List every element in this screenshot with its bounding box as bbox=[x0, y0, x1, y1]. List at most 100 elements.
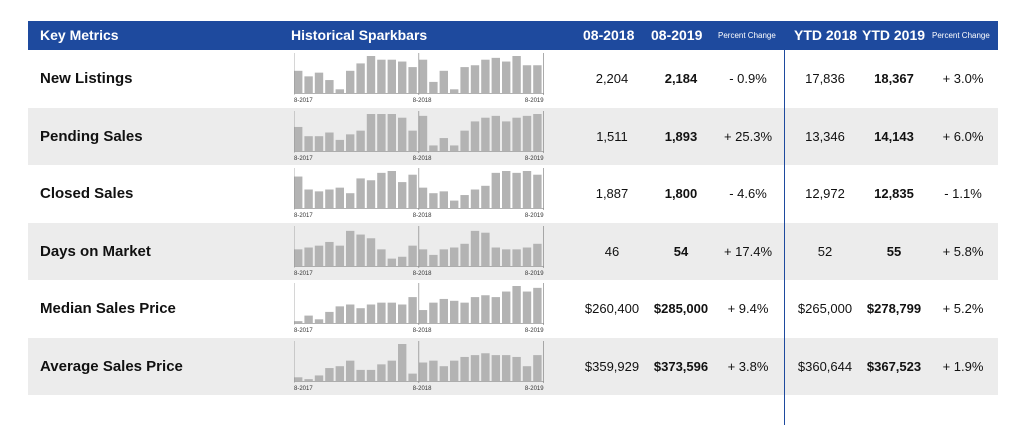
sparkbar bbox=[356, 234, 365, 266]
sparkbar bbox=[387, 171, 396, 208]
sparkbar bbox=[470, 297, 480, 323]
sparkbar bbox=[439, 248, 448, 266]
sparkbar bbox=[450, 144, 459, 151]
sparkbar bbox=[325, 189, 334, 208]
sparkbar bbox=[408, 130, 417, 151]
table-row: New Listings 8-2017 8-2018 8-2019 2,204 2,… bbox=[28, 50, 998, 108]
sparkbar bbox=[335, 89, 344, 93]
sparkbar bbox=[429, 254, 438, 266]
sparkbar bbox=[335, 187, 344, 208]
sparkbar bbox=[387, 113, 396, 151]
sparkbar bbox=[481, 185, 490, 208]
sparkbar-tick-label: 8-2018 bbox=[413, 213, 432, 219]
value-08-2019: 2,184 bbox=[664, 71, 698, 87]
sparkbar bbox=[304, 315, 313, 323]
sparkbar bbox=[460, 243, 469, 266]
sparkbar bbox=[460, 302, 469, 323]
sparkbar bbox=[408, 174, 417, 208]
table-row: Pending Sales 8-2017 8-2018 8-2019 1,511 1… bbox=[28, 107, 998, 165]
sparkbar bbox=[522, 171, 532, 208]
sparkbar bbox=[377, 59, 386, 93]
sparkbar bbox=[429, 144, 438, 151]
sparkbar bbox=[377, 113, 386, 151]
sparkbar bbox=[533, 354, 542, 381]
value-08-2018: $359,929 bbox=[584, 358, 640, 374]
sparkbar bbox=[522, 115, 532, 151]
sparkbar bbox=[450, 300, 459, 323]
sparkbar bbox=[418, 187, 428, 208]
sparkbar bbox=[491, 297, 500, 323]
sparkbar bbox=[439, 137, 448, 151]
value-ytd-2019: $278,799 bbox=[866, 301, 922, 317]
sparkbar bbox=[387, 258, 396, 266]
sparkbar bbox=[398, 61, 407, 93]
sparkbar bbox=[294, 176, 303, 208]
sparkbar bbox=[408, 373, 417, 381]
ytd-percent-change: + 6.0% bbox=[942, 128, 984, 144]
sparkbar bbox=[470, 230, 480, 266]
header-ytd-2018: YTD 2018 bbox=[794, 27, 858, 43]
sparkbar bbox=[481, 117, 490, 151]
sparkbar bbox=[356, 308, 365, 323]
ytd-percent-change: + 1.9% bbox=[942, 358, 984, 374]
sparkbar bbox=[366, 56, 376, 93]
value-ytd-2019: 12,835 bbox=[874, 186, 914, 202]
sparkbar-tick-label: 8-2017 bbox=[294, 271, 313, 277]
sparkbar bbox=[470, 65, 480, 93]
metric-name: New Listings bbox=[40, 70, 133, 88]
sparkbar bbox=[346, 193, 355, 208]
sparkbar-tick-label: 8-2017 bbox=[294, 98, 313, 104]
value-ytd-2019: 18,367 bbox=[874, 71, 914, 87]
sparkbar bbox=[429, 360, 438, 381]
sparkbar bbox=[522, 365, 532, 381]
sparkbar bbox=[366, 113, 376, 151]
sparkbar bbox=[294, 248, 303, 266]
sparkbar bbox=[491, 57, 500, 93]
sparkbar bbox=[418, 59, 428, 93]
sparkbar bbox=[439, 365, 448, 381]
sparkbar bbox=[512, 117, 521, 151]
percent-change: + 9.4% bbox=[727, 301, 769, 317]
sparkbar bbox=[418, 362, 428, 381]
sparkbar bbox=[408, 245, 417, 266]
sparkbar bbox=[366, 369, 376, 381]
sparkbar bbox=[502, 354, 511, 381]
sparkbar bbox=[481, 352, 490, 381]
sparkbar bbox=[398, 256, 407, 266]
sparkbar-tick-label: 8-2018 bbox=[413, 98, 432, 104]
metric-name: Closed Sales bbox=[40, 185, 134, 203]
key-metrics-table: Key Metrics Historical Sparkbars 08-2018… bbox=[28, 21, 998, 425]
sparkbar bbox=[418, 310, 428, 323]
sparkbar-tick-label: 8-2019 bbox=[525, 156, 544, 162]
sparkbar bbox=[512, 56, 521, 93]
sparkbar bbox=[439, 70, 448, 93]
header-sparkbars: Historical Sparkbars bbox=[291, 27, 428, 43]
sparkbar bbox=[398, 182, 407, 208]
value-ytd-2019: $367,523 bbox=[866, 358, 922, 374]
sparkbar-tick-label: 8-2017 bbox=[294, 328, 313, 334]
value-ytd-2019: 14,143 bbox=[874, 128, 914, 144]
sparkbar-tick-label: 8-2019 bbox=[525, 213, 544, 219]
sparkbar bbox=[325, 132, 334, 151]
table-row: Closed Sales 8-2017 8-2018 8-2019 1,887 1,… bbox=[28, 165, 998, 223]
sparkbar-chart: 8-2017 8-2018 8-2019 bbox=[294, 168, 544, 219]
value-ytd-2018: 12,972 bbox=[805, 186, 845, 202]
sparkbar bbox=[304, 76, 313, 93]
sparkbar bbox=[387, 59, 396, 93]
ytd-percent-change: + 3.0% bbox=[942, 71, 984, 87]
sparkbar bbox=[346, 304, 355, 323]
sparkbar bbox=[533, 287, 542, 323]
sparkbar bbox=[481, 59, 490, 93]
percent-change: - 4.6% bbox=[729, 186, 767, 202]
percent-change: - 0.9% bbox=[729, 71, 767, 87]
table-row: Days on Market 8-2017 8-2018 8-2019 46 54 … bbox=[28, 222, 998, 280]
sparkbar bbox=[502, 248, 511, 266]
value-08-2018: 2,204 bbox=[595, 71, 629, 87]
sparkbar bbox=[512, 172, 521, 208]
sparkbar-tick-label: 8-2019 bbox=[525, 271, 544, 277]
sparkbar bbox=[346, 230, 355, 266]
sparkbar bbox=[408, 67, 417, 93]
sparkbar bbox=[377, 248, 386, 266]
header-key-metrics: Key Metrics bbox=[40, 27, 119, 43]
value-08-2018: 46 bbox=[604, 243, 620, 259]
